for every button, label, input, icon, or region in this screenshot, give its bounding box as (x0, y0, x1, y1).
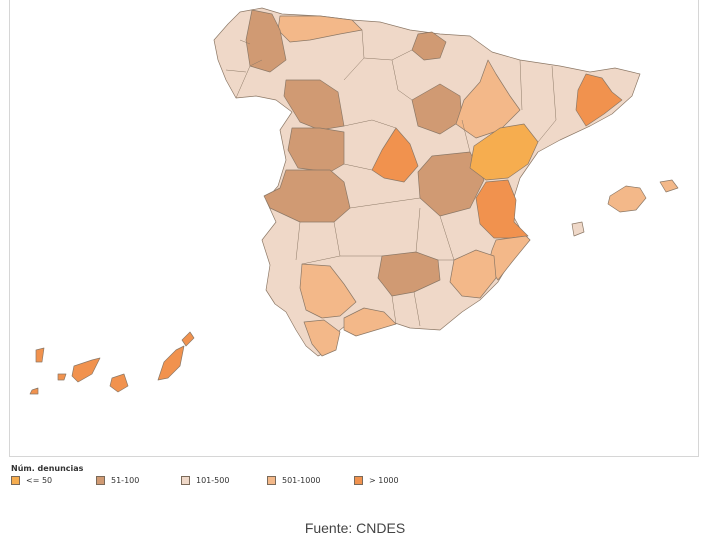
legend-label: 501-1000 (282, 476, 321, 485)
region-menorca (659, 179, 679, 193)
region-el-hierro (29, 387, 39, 395)
legend-title: Núm. denuncias (11, 464, 84, 473)
region-teruel (469, 123, 539, 181)
legend-items: <= 50 51-100 101-500 501-1000 > 1000 (11, 476, 414, 485)
region-murcia (449, 249, 497, 299)
region-tenerife (71, 357, 101, 383)
legend-item: 501-1000 (267, 476, 354, 485)
region-lanzarote (181, 331, 195, 347)
legend-label: <= 50 (26, 476, 53, 485)
region-salamanca (287, 127, 345, 173)
legend-swatch (181, 476, 190, 485)
legend-swatch (267, 476, 276, 485)
source-caption: Fuente: CNDES (304, 520, 406, 536)
region-la-palma (35, 347, 45, 363)
region-sevilla (299, 263, 357, 319)
region-fuerteventura (157, 345, 185, 381)
province-boundaries (225, 29, 557, 327)
region-ibiza (571, 221, 585, 237)
legend-item: 51-100 (96, 476, 181, 485)
region-mallorca (607, 185, 647, 213)
legend-item: > 1000 (354, 476, 414, 485)
legend-item: 101-500 (181, 476, 267, 485)
spain-map (29, 7, 679, 395)
legend-swatch (354, 476, 363, 485)
region-la-gomera (57, 373, 67, 381)
region-gran-canaria (109, 373, 129, 393)
legend-label: 51-100 (111, 476, 140, 485)
region-asturias (277, 15, 363, 43)
region-alicante (487, 235, 531, 281)
legend-swatch (11, 476, 20, 485)
legend-label: > 1000 (369, 476, 399, 485)
legend: Núm. denuncias <= 50 51-100 101-500 501-100… (11, 464, 414, 485)
legend-item: <= 50 (11, 476, 96, 485)
region-zamora (283, 79, 345, 131)
region-malaga (343, 307, 397, 337)
region-caceres (263, 169, 351, 223)
map-frame (9, 0, 699, 457)
region-jaen (377, 251, 441, 297)
region-madrid (371, 127, 419, 183)
region-zaragoza (455, 59, 521, 139)
region-leon (245, 9, 287, 73)
region-barcelona (575, 73, 623, 127)
legend-label: 101-500 (196, 476, 230, 485)
region-cadiz (303, 319, 341, 357)
legend-swatch (96, 476, 105, 485)
